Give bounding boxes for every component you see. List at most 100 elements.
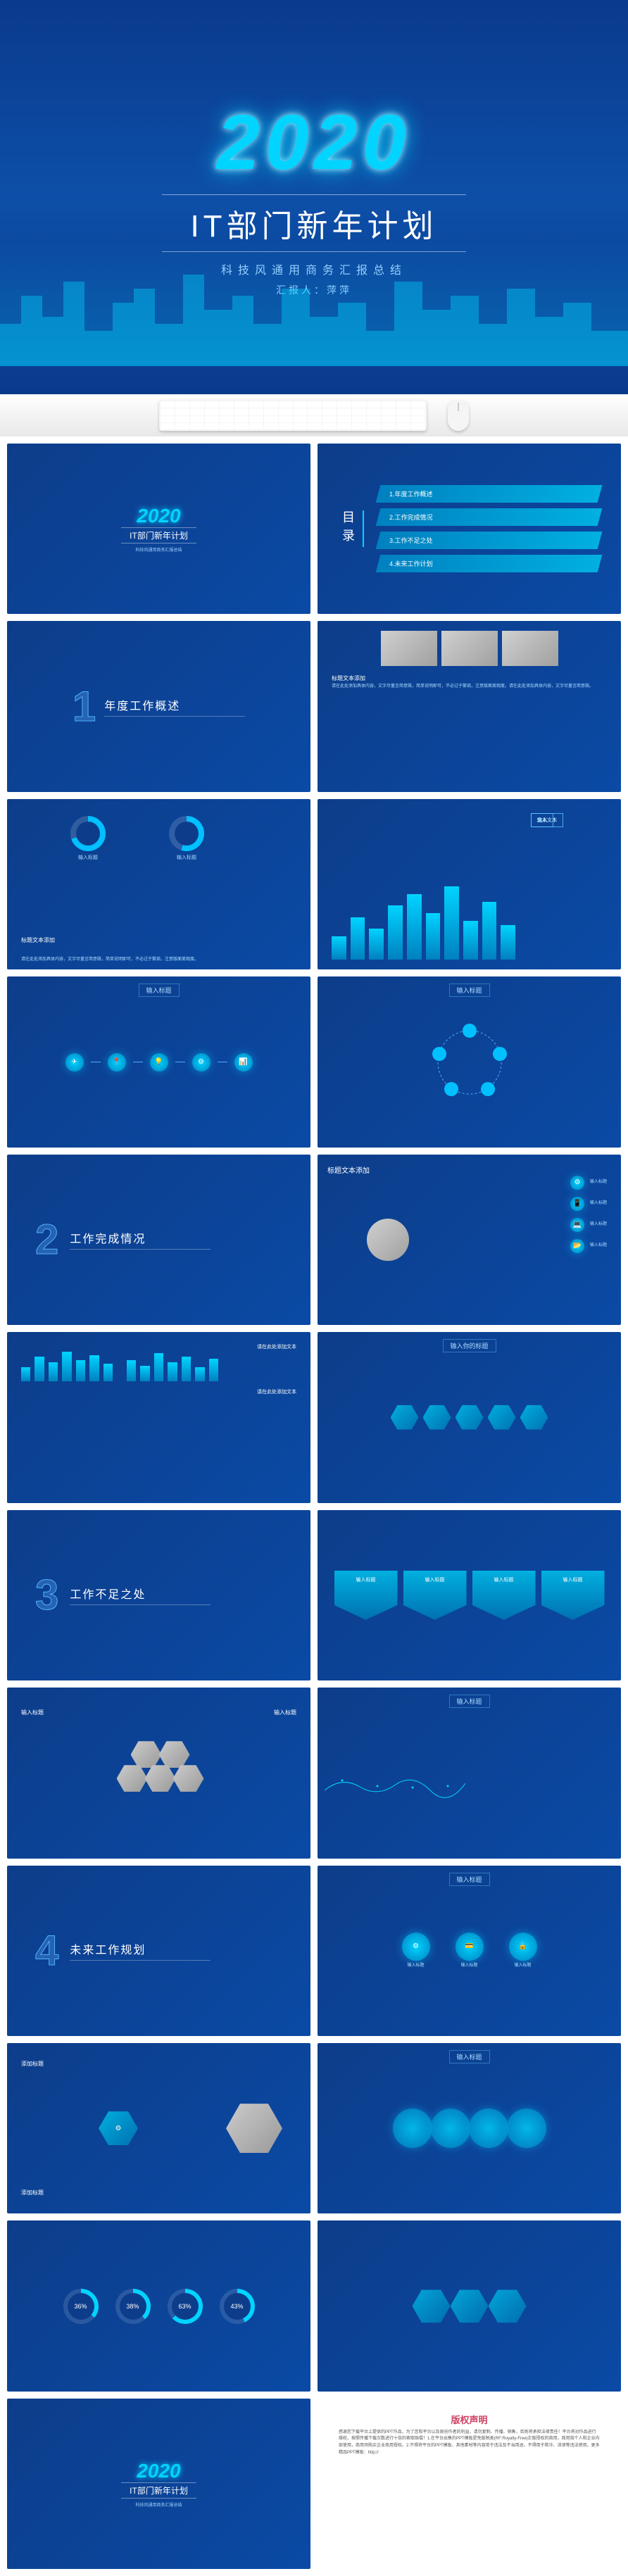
slide-thumbnail-16[interactable]: 输入标题 xyxy=(318,1688,621,1858)
body-title: 标题文本添加 xyxy=(327,1164,370,1175)
hero-slide: 2020 IT部门新年计划 科技风通用商务汇报总结 汇报人：萍萍 xyxy=(0,0,628,394)
slide-thumbnail-10[interactable]: 标题文本添加 ⚙输入标题 📱输入标题 💻输入标题 📂输入标题 xyxy=(318,1155,621,1325)
overlap-circle xyxy=(507,2109,546,2148)
hex-photo xyxy=(173,1765,204,1792)
slide-thumbnail-15[interactable]: 输入标题 输入标题 xyxy=(7,1688,310,1858)
slide-thumbnail-21[interactable]: 36% 38% 63% 43% xyxy=(7,2220,310,2391)
body-text: 请在此处添加具体内容，文字尽量言简意赅，简单说明即可，不必过于繁琐，注意版面美观… xyxy=(332,684,607,690)
process-node: 💡 xyxy=(150,1053,168,1072)
slide-thumbnail-22[interactable] xyxy=(318,2220,621,2391)
pct-ring: 63% xyxy=(168,2289,203,2324)
section-title: 未来工作规划 xyxy=(70,1940,211,1957)
hex-photo xyxy=(117,1765,148,1792)
hex-node xyxy=(489,2289,527,2323)
photo-circle xyxy=(367,1219,409,1261)
mini-title: IT部门新年计划 xyxy=(121,2482,196,2499)
city-skyline xyxy=(0,253,628,366)
label: 添加标题 xyxy=(21,2189,44,2197)
divider-line xyxy=(70,1960,211,1961)
hex-node xyxy=(451,2289,489,2323)
hex-node xyxy=(520,1405,548,1430)
slide-thumbnail-24[interactable]: 版权声明 感谢您下载平台上提供的PPT作品，为了您和平台以及原创作者的利益，请勿… xyxy=(318,2399,621,2569)
mouse-icon xyxy=(448,400,469,431)
photo-placeholder xyxy=(502,631,558,666)
text-right: 请在此处添加文本 xyxy=(257,1388,296,1395)
toc-items: 1.年度工作概述 2.工作完成情况 3.工作不足之处 4.未来工作计划 xyxy=(378,485,600,572)
thumbnail-grid: 2020 IT部门新年计划 科技风通用商务汇报总结 目录 1.年度工作概述 2.… xyxy=(0,436,628,2576)
slide-thumbnail-3[interactable]: 1 年度工作概述 xyxy=(7,621,310,791)
hex-node xyxy=(456,1405,484,1430)
text-right: 请在此处添加文本 xyxy=(257,1343,296,1350)
mini-year: 2020 xyxy=(137,505,180,527)
pct-ring: 43% xyxy=(220,2289,255,2324)
bar-chart xyxy=(332,882,515,960)
overlap-circle xyxy=(469,2109,508,2148)
body-title: 标题文本添加 xyxy=(332,674,365,682)
slide-top-title: 输入标题 xyxy=(448,1873,489,1886)
hex-photo xyxy=(226,2104,282,2153)
toc-item: 2.工作完成情况 xyxy=(376,508,603,526)
slide-thumbnail-5[interactable]: 输入标题 输入标题 标题文本添加 请在此处添加具体内容，文字尽量言简意赅，简单说… xyxy=(7,799,310,969)
slide-thumbnail-17[interactable]: 4 未来工作规划 xyxy=(7,1866,310,2036)
process-node: ⚙ xyxy=(192,1053,211,1072)
label: 输入标题 xyxy=(21,1709,44,1716)
list-item-label: 输入标题 xyxy=(590,1222,607,1228)
section-number: 3 xyxy=(35,1571,58,1619)
section-number: 4 xyxy=(35,1926,58,1975)
banner-item: 输入标题 xyxy=(403,1571,467,1620)
photo-placeholder xyxy=(441,631,498,666)
mini-year: 2020 xyxy=(137,2460,180,2482)
slide-thumbnail-20[interactable]: 输入标题 xyxy=(318,2043,621,2213)
bar-chart-left xyxy=(21,1346,113,1381)
slide-thumbnail-14[interactable]: 输入标题 输入标题 输入标题 输入标题 xyxy=(318,1510,621,1680)
item-label: 输入标题 xyxy=(514,1964,531,1969)
hex-photo xyxy=(159,1741,190,1768)
toc-label: 目录 xyxy=(339,510,364,547)
mini-subtitle: 科技风通用商务汇报总结 xyxy=(135,546,182,553)
process-node: 📍 xyxy=(108,1053,126,1072)
slide-thumbnail-2[interactable]: 目录 1.年度工作概述 2.工作完成情况 3.工作不足之处 4.未来工作计划 xyxy=(318,444,621,614)
process-node: ✈ xyxy=(65,1053,84,1072)
slide-thumbnail-13[interactable]: 3 工作不足之处 xyxy=(7,1510,310,1680)
slide-thumbnail-8[interactable]: 输入标题 xyxy=(318,976,621,1147)
list-item-label: 输入标题 xyxy=(590,1201,607,1207)
hex-photo xyxy=(145,1765,176,1792)
item-icon: 📂 xyxy=(570,1239,584,1253)
slide-thumbnail-23[interactable]: 2020 IT部门新年计划 科技风通用商务汇报总结 xyxy=(7,2399,310,2569)
pie-label: 输入标题 xyxy=(78,854,98,861)
divider-line xyxy=(70,1249,211,1250)
slide-thumbnail-19[interactable]: 添加标题 添加标题 ⚙ xyxy=(7,2043,310,2213)
slide-thumbnail-18[interactable]: 输入标题 ⚙输入标题 💳输入标题 🔒输入标题 xyxy=(318,1866,621,2036)
slide-thumbnail-7[interactable]: 输入标题 ✈ 📍 💡 ⚙ 📊 xyxy=(7,976,310,1147)
slide-thumbnail-12[interactable]: 输入你的标题 xyxy=(318,1332,621,1502)
hex-gear: ⚙ xyxy=(99,2111,138,2145)
slide-top-title: 输入标题 xyxy=(448,2050,489,2063)
hex-node xyxy=(413,2289,451,2323)
slide-top-title: 输入标题 xyxy=(448,1695,489,1708)
slide-thumbnail-11[interactable]: 请在此处添加文本 请在此处添加文本 xyxy=(7,1332,310,1502)
photo-placeholder xyxy=(381,631,437,666)
banner-item: 输入标题 xyxy=(541,1571,605,1620)
slide-thumbnail-4[interactable]: 标题文本添加 请在此处添加具体内容，文字尽量言简意赅，简单说明即可，不必过于繁琐… xyxy=(318,621,621,791)
circle-item: ⚙ xyxy=(402,1933,430,1961)
mini-title: IT部门新年计划 xyxy=(121,527,196,544)
slide-thumbnail-6[interactable]: 输入文本 文本 输入文本 文本 输入文本 文本 xyxy=(318,799,621,969)
keyboard-icon xyxy=(159,400,427,431)
pct-ring: 36% xyxy=(63,2289,99,2324)
banner-item: 输入标题 xyxy=(334,1571,398,1620)
slide-thumbnail-9[interactable]: 2 工作完成情况 xyxy=(7,1155,310,1325)
item-icon: ⚙ xyxy=(570,1176,584,1190)
process-node: 📊 xyxy=(234,1053,253,1072)
slide-thumbnail-1[interactable]: 2020 IT部门新年计划 科技风通用商务汇报总结 xyxy=(7,444,310,614)
list-item-label: 输入标题 xyxy=(590,1180,607,1186)
label: 添加标题 xyxy=(21,2060,44,2068)
divider-line xyxy=(70,1604,211,1605)
hero-title: IT部门新年计划 xyxy=(162,194,465,252)
section-title: 工作完成情况 xyxy=(70,1229,211,1246)
body-text: 请在此处添加具体内容，文字尽量言简意赅，简单说明即可，不必过于繁琐，注意版面美观… xyxy=(21,957,296,963)
hex-node xyxy=(488,1405,516,1430)
pie-chart xyxy=(169,816,204,851)
list-item-label: 输入标题 xyxy=(590,1243,607,1249)
label: 输入标题 xyxy=(274,1709,296,1716)
item-label: 输入标题 xyxy=(460,1964,477,1969)
